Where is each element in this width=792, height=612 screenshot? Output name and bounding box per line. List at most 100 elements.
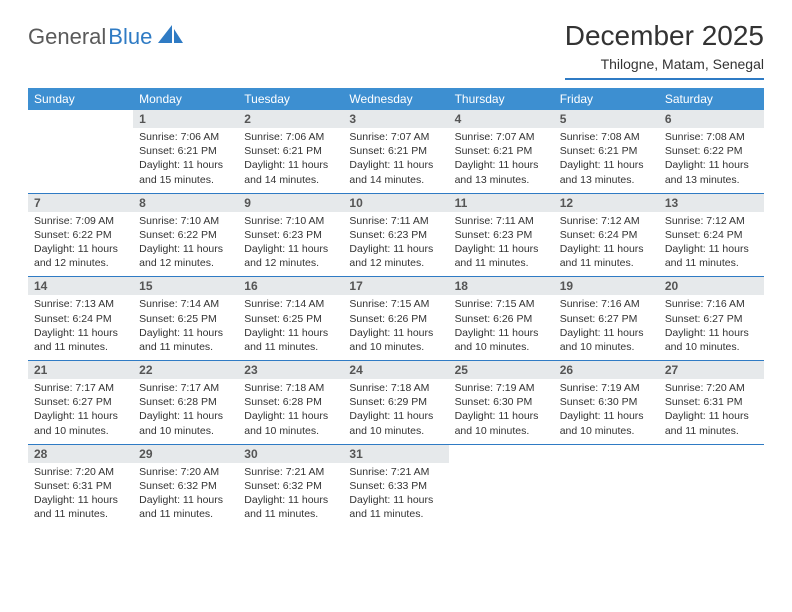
sunset-text: Sunset: 6:25 PM: [244, 312, 337, 326]
sunset-text: Sunset: 6:27 PM: [665, 312, 758, 326]
sail-icon: [158, 25, 184, 50]
daylight-text: Daylight: 11 hours and 11 minutes.: [665, 409, 758, 437]
calendar-day-cell: 19Sunrise: 7:16 AMSunset: 6:27 PMDayligh…: [554, 277, 659, 361]
month-title: December 2025: [565, 20, 764, 52]
calendar-day-cell: 13Sunrise: 7:12 AMSunset: 6:24 PMDayligh…: [659, 193, 764, 277]
calendar-day-cell: 6Sunrise: 7:08 AMSunset: 6:22 PMDaylight…: [659, 110, 764, 193]
day-number: 29: [133, 445, 238, 463]
calendar-day-cell: 17Sunrise: 7:15 AMSunset: 6:26 PMDayligh…: [343, 277, 448, 361]
sunset-text: Sunset: 6:26 PM: [349, 312, 442, 326]
sunset-text: Sunset: 6:21 PM: [349, 144, 442, 158]
sunrise-text: Sunrise: 7:11 AM: [455, 214, 548, 228]
day-number: 16: [238, 277, 343, 295]
day-content: Sunrise: 7:07 AMSunset: 6:21 PMDaylight:…: [343, 128, 448, 193]
calendar-day-cell: 26Sunrise: 7:19 AMSunset: 6:30 PMDayligh…: [554, 361, 659, 445]
sunrise-text: Sunrise: 7:11 AM: [349, 214, 442, 228]
daylight-text: Daylight: 11 hours and 12 minutes.: [244, 242, 337, 270]
weekday-header: Tuesday: [238, 88, 343, 110]
calendar-day-cell: 12Sunrise: 7:12 AMSunset: 6:24 PMDayligh…: [554, 193, 659, 277]
calendar-week-row: 7Sunrise: 7:09 AMSunset: 6:22 PMDaylight…: [28, 193, 764, 277]
calendar-day-cell: 11Sunrise: 7:11 AMSunset: 6:23 PMDayligh…: [449, 193, 554, 277]
day-number: 10: [343, 194, 448, 212]
sunrise-text: Sunrise: 7:06 AM: [244, 130, 337, 144]
sunset-text: Sunset: 6:23 PM: [349, 228, 442, 242]
day-number: 26: [554, 361, 659, 379]
sunset-text: Sunset: 6:21 PM: [560, 144, 653, 158]
sunrise-text: Sunrise: 7:16 AM: [665, 297, 758, 311]
weekday-header: Wednesday: [343, 88, 448, 110]
day-content: Sunrise: 7:11 AMSunset: 6:23 PMDaylight:…: [449, 212, 554, 277]
weekday-header: Sunday: [28, 88, 133, 110]
day-number: 19: [554, 277, 659, 295]
sunset-text: Sunset: 6:30 PM: [455, 395, 548, 409]
day-content: Sunrise: 7:13 AMSunset: 6:24 PMDaylight:…: [28, 295, 133, 360]
daylight-text: Daylight: 11 hours and 14 minutes.: [244, 158, 337, 186]
day-content: Sunrise: 7:06 AMSunset: 6:21 PMDaylight:…: [238, 128, 343, 193]
day-content: Sunrise: 7:15 AMSunset: 6:26 PMDaylight:…: [449, 295, 554, 360]
sunset-text: Sunset: 6:32 PM: [244, 479, 337, 493]
calendar-day-cell: 14Sunrise: 7:13 AMSunset: 6:24 PMDayligh…: [28, 277, 133, 361]
day-content: Sunrise: 7:11 AMSunset: 6:23 PMDaylight:…: [343, 212, 448, 277]
day-number: 30: [238, 445, 343, 463]
calendar-week-row: 21Sunrise: 7:17 AMSunset: 6:27 PMDayligh…: [28, 361, 764, 445]
sunrise-text: Sunrise: 7:08 AM: [665, 130, 758, 144]
daylight-text: Daylight: 11 hours and 14 minutes.: [349, 158, 442, 186]
day-number: 7: [28, 194, 133, 212]
sunrise-text: Sunrise: 7:10 AM: [244, 214, 337, 228]
day-content: Sunrise: 7:14 AMSunset: 6:25 PMDaylight:…: [238, 295, 343, 360]
calendar-day-cell: 8Sunrise: 7:10 AMSunset: 6:22 PMDaylight…: [133, 193, 238, 277]
day-content: Sunrise: 7:16 AMSunset: 6:27 PMDaylight:…: [554, 295, 659, 360]
day-number: 8: [133, 194, 238, 212]
calendar-day-cell: 29Sunrise: 7:20 AMSunset: 6:32 PMDayligh…: [133, 444, 238, 527]
sunrise-text: Sunrise: 7:16 AM: [560, 297, 653, 311]
daylight-text: Daylight: 11 hours and 11 minutes.: [560, 242, 653, 270]
day-content: Sunrise: 7:14 AMSunset: 6:25 PMDaylight:…: [133, 295, 238, 360]
day-number: 17: [343, 277, 448, 295]
day-content: Sunrise: 7:06 AMSunset: 6:21 PMDaylight:…: [133, 128, 238, 193]
calendar-day-cell: 20Sunrise: 7:16 AMSunset: 6:27 PMDayligh…: [659, 277, 764, 361]
calendar-day-cell: 31Sunrise: 7:21 AMSunset: 6:33 PMDayligh…: [343, 444, 448, 527]
calendar-day-cell: [449, 444, 554, 527]
calendar-header-row: SundayMondayTuesdayWednesdayThursdayFrid…: [28, 88, 764, 110]
sunset-text: Sunset: 6:29 PM: [349, 395, 442, 409]
sunrise-text: Sunrise: 7:21 AM: [244, 465, 337, 479]
sunrise-text: Sunrise: 7:07 AM: [349, 130, 442, 144]
day-content: Sunrise: 7:10 AMSunset: 6:22 PMDaylight:…: [133, 212, 238, 277]
sunset-text: Sunset: 6:31 PM: [34, 479, 127, 493]
sunrise-text: Sunrise: 7:14 AM: [244, 297, 337, 311]
daylight-text: Daylight: 11 hours and 10 minutes.: [455, 409, 548, 437]
sunset-text: Sunset: 6:21 PM: [244, 144, 337, 158]
day-number: 11: [449, 194, 554, 212]
daylight-text: Daylight: 11 hours and 10 minutes.: [349, 326, 442, 354]
day-content: Sunrise: 7:08 AMSunset: 6:21 PMDaylight:…: [554, 128, 659, 193]
day-number: 25: [449, 361, 554, 379]
sunrise-text: Sunrise: 7:17 AM: [34, 381, 127, 395]
daylight-text: Daylight: 11 hours and 10 minutes.: [34, 409, 127, 437]
calendar-day-cell: 21Sunrise: 7:17 AMSunset: 6:27 PMDayligh…: [28, 361, 133, 445]
day-number: 23: [238, 361, 343, 379]
calendar-week-row: 14Sunrise: 7:13 AMSunset: 6:24 PMDayligh…: [28, 277, 764, 361]
header: GeneralBlue December 2025 Thilogne, Mata…: [28, 20, 764, 80]
location: Thilogne, Matam, Senegal: [565, 56, 764, 80]
sunset-text: Sunset: 6:31 PM: [665, 395, 758, 409]
calendar-day-cell: [659, 444, 764, 527]
calendar-day-cell: 28Sunrise: 7:20 AMSunset: 6:31 PMDayligh…: [28, 444, 133, 527]
day-content: Sunrise: 7:09 AMSunset: 6:22 PMDaylight:…: [28, 212, 133, 277]
sunrise-text: Sunrise: 7:07 AM: [455, 130, 548, 144]
sunset-text: Sunset: 6:23 PM: [455, 228, 548, 242]
day-content: Sunrise: 7:17 AMSunset: 6:28 PMDaylight:…: [133, 379, 238, 444]
sunset-text: Sunset: 6:30 PM: [560, 395, 653, 409]
calendar-day-cell: 1Sunrise: 7:06 AMSunset: 6:21 PMDaylight…: [133, 110, 238, 193]
sunset-text: Sunset: 6:27 PM: [34, 395, 127, 409]
day-number: 18: [449, 277, 554, 295]
sunset-text: Sunset: 6:33 PM: [349, 479, 442, 493]
day-number: 14: [28, 277, 133, 295]
calendar-day-cell: [28, 110, 133, 193]
day-content: Sunrise: 7:15 AMSunset: 6:26 PMDaylight:…: [343, 295, 448, 360]
daylight-text: Daylight: 11 hours and 11 minutes.: [244, 493, 337, 521]
sunrise-text: Sunrise: 7:18 AM: [349, 381, 442, 395]
daylight-text: Daylight: 11 hours and 10 minutes.: [349, 409, 442, 437]
day-content: Sunrise: 7:21 AMSunset: 6:33 PMDaylight:…: [343, 463, 448, 528]
sunset-text: Sunset: 6:22 PM: [665, 144, 758, 158]
sunrise-text: Sunrise: 7:20 AM: [34, 465, 127, 479]
